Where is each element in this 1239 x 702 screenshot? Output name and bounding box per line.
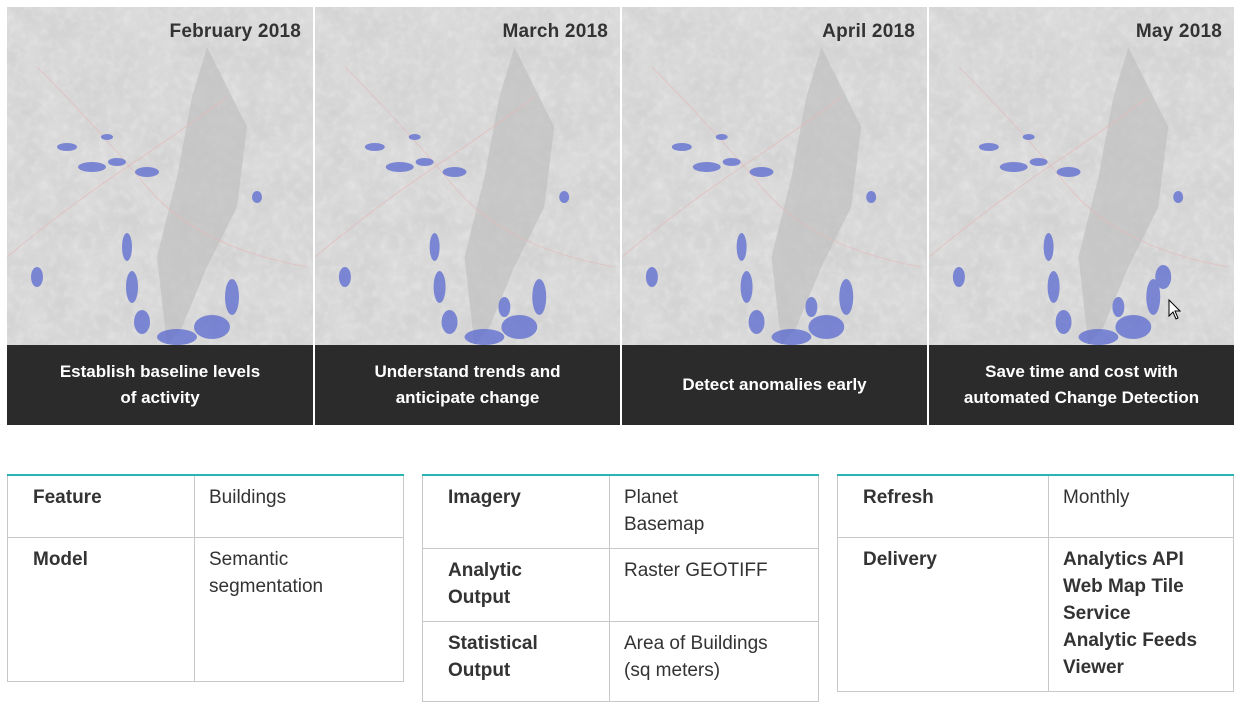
panel-caption: Detect anomalies early <box>622 345 927 425</box>
value-line: Viewer <box>1063 656 1124 678</box>
satellite-image <box>929 7 1234 345</box>
table-row: Model Semantic segmentation <box>7 536 404 682</box>
panel-date: May 2018 <box>1135 21 1222 42</box>
satellite-image <box>622 7 927 345</box>
panel-february: February 2018 Establish baseline levels … <box>7 7 313 425</box>
spec-table-feature: Feature Buildings Model Semantic segment… <box>7 474 404 682</box>
table-key: Analytic Output <box>422 548 610 622</box>
value-line: segmentation <box>209 575 324 597</box>
value-line: Planet <box>624 487 678 508</box>
value-line: Service <box>1063 602 1131 624</box>
caption-line: of activity <box>120 388 200 407</box>
key-line: Analytic <box>448 560 522 581</box>
table-key: Refresh <box>837 475 1049 538</box>
table-row: Statistical Output Area of Buildings (sq… <box>422 621 819 702</box>
satellite-image <box>315 7 620 345</box>
table-row: Delivery Analytics API Web Map Tile Serv… <box>837 536 1234 692</box>
table-key: Delivery <box>837 536 1049 692</box>
value-line: Analytic Feeds <box>1063 629 1198 651</box>
spec-table-refresh: Refresh Monthly Delivery Analytics API W… <box>837 474 1234 692</box>
caption-line: Understand trends and <box>374 362 561 381</box>
satellite-image <box>7 7 313 345</box>
panel-april: April 2018 Detect anomalies early <box>622 7 927 425</box>
table-row: Imagery Planet Basemap <box>422 475 819 549</box>
value-line: Analytics API <box>1063 548 1184 570</box>
value-line: (sq meters) <box>624 660 721 681</box>
caption-line: automated Change Detection <box>963 388 1200 407</box>
table-key: Feature <box>7 475 195 538</box>
table-key: Statistical Output <box>422 621 610 702</box>
table-value: Area of Buildings (sq meters) <box>609 621 819 702</box>
table-value: Buildings <box>194 475 404 538</box>
panel-caption: Save time and cost with automated Change… <box>929 345 1234 425</box>
value-line: Web Map Tile <box>1063 575 1184 597</box>
mouse-cursor-icon <box>1168 299 1182 320</box>
table-value: Monthly <box>1048 475 1234 538</box>
table-row: Refresh Monthly <box>837 475 1234 538</box>
panel-date: February 2018 <box>169 21 301 42</box>
table-value: Analytics API Web Map Tile Service Analy… <box>1048 536 1234 692</box>
key-line: Output <box>448 660 511 681</box>
value-line: Basemap <box>624 514 705 535</box>
key-line: Output <box>448 587 511 608</box>
table-row: Feature Buildings <box>7 475 404 538</box>
panel-date: April 2018 <box>822 21 915 42</box>
panel-may: May 2018 Save time and cost with automat… <box>929 7 1234 425</box>
caption-line: Establish baseline levels <box>59 362 261 381</box>
table-value: Raster GEOTIFF <box>609 548 819 622</box>
table-key: Model <box>7 536 195 682</box>
caption-line: anticipate change <box>395 388 540 407</box>
key-line: Statistical <box>448 633 538 654</box>
value-line: Area of Buildings <box>624 633 768 654</box>
table-value: Planet Basemap <box>609 475 819 549</box>
caption-line: Save time and cost with <box>985 362 1178 381</box>
panel-caption: Establish baseline levels of activity <box>7 345 313 425</box>
table-row: Analytic Output Raster GEOTIFF <box>422 548 819 622</box>
value-line: Semantic <box>209 548 289 570</box>
image-panels: February 2018 Establish baseline levels … <box>7 7 1234 425</box>
panel-march: March 2018 Understand trends and anticip… <box>315 7 620 425</box>
table-key: Imagery <box>422 475 610 549</box>
table-value: Semantic segmentation <box>194 536 404 682</box>
spec-table-imagery: Imagery Planet Basemap Analytic Output R… <box>422 474 819 702</box>
panel-caption: Understand trends and anticipate change <box>315 345 620 425</box>
caption-line: Detect anomalies early <box>682 375 867 394</box>
panel-date: March 2018 <box>502 21 608 42</box>
